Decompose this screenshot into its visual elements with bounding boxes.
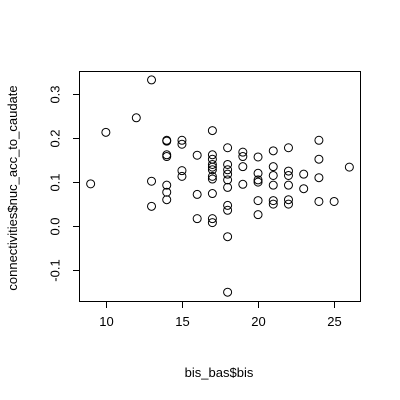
data-point [283,166,293,176]
data-point [268,180,278,190]
data-point [299,184,309,194]
data-point [238,152,248,162]
data-point [268,196,278,206]
data-point [314,196,324,206]
data-point [177,135,187,145]
data-point [223,159,233,169]
data-point [177,166,187,176]
data-point [207,214,217,224]
data-point [192,150,202,160]
data-point [192,189,202,199]
y-axis: -0.1 0.0 0.1 0.2 0.3 [48,85,80,282]
x-tick-label: 15 [175,314,189,329]
data-point [223,169,233,179]
data-point [223,175,233,185]
data-point [177,171,187,181]
data-point [253,177,263,187]
data-point [238,179,248,189]
data-points [86,75,354,297]
data-point [223,205,233,215]
data-point [207,174,217,184]
data-point [223,182,233,192]
data-point [253,168,263,178]
data-point [238,162,248,172]
data-point [283,143,293,153]
data-point [177,139,187,149]
data-point [253,175,263,185]
data-point [101,127,111,137]
data-point [283,199,293,209]
data-point [283,195,293,205]
data-point [223,287,233,297]
data-point [207,162,217,172]
x-axis: 10 15 20 25 [99,301,342,329]
data-point [192,214,202,224]
data-point [268,146,278,156]
x-tick-label: 25 [327,314,341,329]
data-point [299,169,309,179]
data-point [147,201,157,211]
data-point [207,159,217,169]
data-point [207,150,217,160]
y-tick-label: 0.2 [48,129,63,147]
y-tick-label: -0.1 [48,259,63,281]
data-point [86,179,96,189]
data-point [207,171,217,181]
data-point [207,165,217,175]
data-point [207,218,217,228]
data-point [207,189,217,199]
data-point [268,170,278,180]
data-point [162,187,172,197]
data-point [162,180,172,190]
data-point [162,136,172,146]
data-point [223,232,233,242]
data-point [207,126,217,136]
data-point [344,162,354,172]
data-point [268,162,278,172]
data-point [223,143,233,153]
data-point [162,150,172,160]
data-point [283,180,293,190]
data-point [238,147,248,157]
data-point [162,195,172,205]
y-tick-label: 0.0 [48,217,63,235]
x-tick-label: 10 [99,314,113,329]
y-axis-title: connectivities$nuc_acc_to_caudate [5,85,20,290]
data-point [223,165,233,175]
x-axis-title: bis_bas$bis [185,365,254,380]
data-point [253,210,263,220]
y-tick-label: 0.1 [48,173,63,191]
data-point [131,113,141,123]
data-point [147,75,157,85]
data-point [253,152,263,162]
data-point [147,176,157,186]
data-point [268,199,278,209]
data-point [283,170,293,180]
x-tick-label: 20 [251,314,265,329]
plot-frame [79,71,361,302]
data-point [314,154,324,164]
y-tick-label: 0.3 [48,85,63,103]
data-point [223,200,233,210]
data-point [162,152,172,162]
data-point [329,196,339,206]
data-point [314,135,324,145]
data-point [253,196,263,206]
data-point [314,173,324,183]
